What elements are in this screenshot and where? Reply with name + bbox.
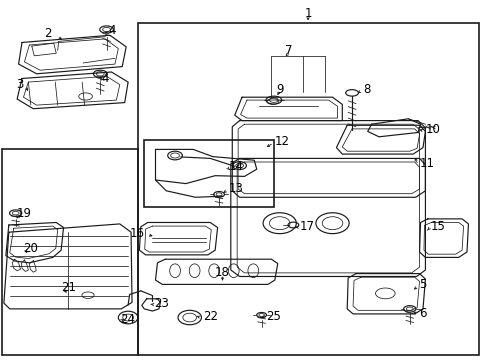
Text: 5: 5 xyxy=(419,278,426,291)
Text: 2: 2 xyxy=(43,27,51,40)
Text: 3: 3 xyxy=(16,78,23,91)
Text: 21: 21 xyxy=(61,281,76,294)
Text: 19: 19 xyxy=(17,207,32,220)
Text: 25: 25 xyxy=(266,310,281,323)
Text: 14: 14 xyxy=(228,160,244,173)
Bar xyxy=(144,140,273,207)
Text: 10: 10 xyxy=(425,123,439,136)
Text: 4: 4 xyxy=(101,72,109,85)
Text: 1: 1 xyxy=(304,7,311,20)
Text: 13: 13 xyxy=(228,183,243,195)
Text: 18: 18 xyxy=(215,266,229,279)
Text: 20: 20 xyxy=(23,242,38,255)
Text: 15: 15 xyxy=(429,220,444,233)
Text: 9: 9 xyxy=(276,83,283,96)
Text: 22: 22 xyxy=(203,310,218,323)
Text: 11: 11 xyxy=(419,157,434,170)
Text: 8: 8 xyxy=(362,83,369,96)
Text: 16: 16 xyxy=(129,227,144,240)
Bar xyxy=(2,149,138,355)
Text: 24: 24 xyxy=(120,313,135,326)
Text: 23: 23 xyxy=(154,297,169,310)
Bar xyxy=(138,23,478,355)
Text: 17: 17 xyxy=(299,220,314,233)
Text: 6: 6 xyxy=(419,307,426,320)
Text: 7: 7 xyxy=(284,44,292,57)
Text: 4: 4 xyxy=(108,24,116,37)
Text: 12: 12 xyxy=(274,135,289,148)
